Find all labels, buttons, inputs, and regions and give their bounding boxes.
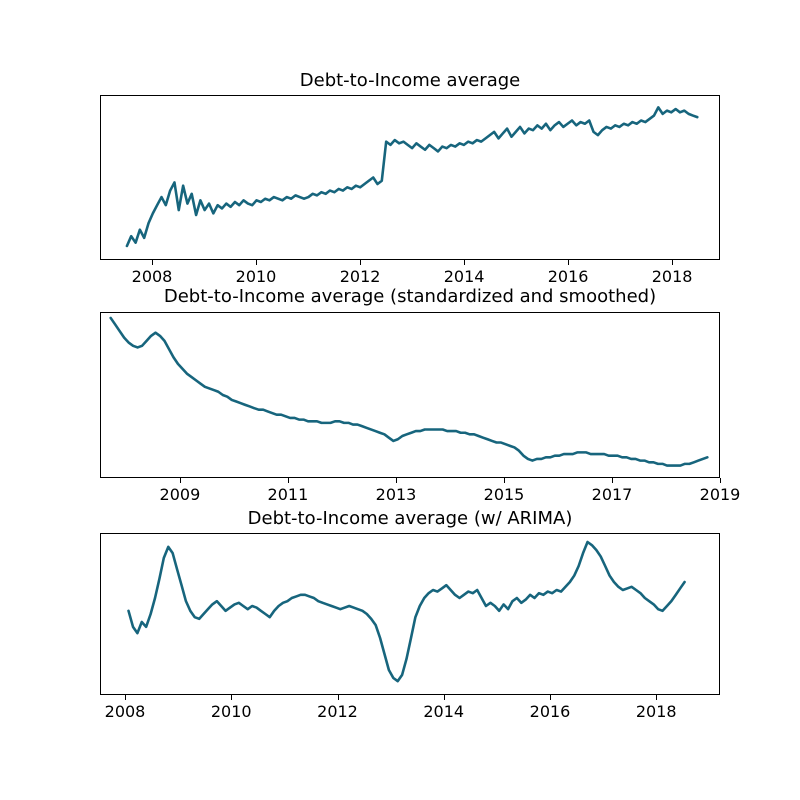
x-tick-mark [656,695,658,700]
x-tick-mark [152,260,153,265]
x-axis-dti-standardized-smoothed: 2009 2011 2013 2015 2017 2019 [100,478,740,508]
x-tick-label: 2014 [423,702,465,721]
x-tick-mark [396,478,397,483]
x-tick-mark [125,695,126,700]
x-tick-mark [504,478,505,483]
x-tick-label: 2014 [443,267,485,286]
x-tick-label: 2012 [317,702,358,721]
x-tick-mark [179,478,181,483]
axes-dti-arima [100,533,720,695]
chart-title-dti-average: Debt-to-Income average [299,70,521,91]
x-tick-mark [612,478,613,483]
x-tick-label: 2018 [651,267,693,286]
x-tick-mark [550,695,551,700]
x-tick-mark [443,695,445,700]
x-tick-mark [256,260,257,265]
x-tick-mark [464,260,466,265]
line-plot-dti-arima [127,540,686,683]
x-tick-mark [360,260,362,265]
x-tick-label: 2016 [529,702,571,721]
line-plot-dti-standardized-smoothed [109,316,709,467]
x-tick-label: 2013 [375,485,417,504]
x-tick-label: 2018 [635,702,677,721]
x-tick-mark [231,695,233,700]
data-line [127,540,686,683]
line-plot-dti-average [125,106,699,248]
axes-dti-standardized-smoothed [100,312,720,478]
x-tick-label: 2008 [131,267,173,286]
x-tick-label: 2009 [159,485,201,504]
x-axis-dti-arima: 2008 2010 2012 2014 2016 2018 [100,695,720,725]
chart-title-dti-standardized-smoothed: Debt-to-Income average (standardized and… [163,286,657,307]
x-tick-mark [568,260,570,265]
axes-dti-average [100,95,720,260]
x-tick-label: 2011 [267,485,309,504]
x-tick-mark [337,695,339,700]
x-tick-label: 2016 [547,267,589,286]
x-tick-mark [720,478,721,483]
x-tick-label: 2019 [699,485,741,504]
data-line [109,316,709,467]
x-tick-label: 2008 [104,702,146,721]
x-tick-label: 2017 [591,485,633,504]
x-axis-dti-average: 2008 2010 2012 2014 2016 2018 [100,260,720,290]
x-tick-label: 2010 [210,702,252,721]
x-tick-label: 2015 [483,485,525,504]
chart-title-dti-arima: Debt-to-Income average (w/ ARIMA) [247,508,573,529]
x-tick-mark [287,478,289,483]
data-line [125,106,699,248]
x-tick-mark [672,260,674,265]
x-tick-label: 2010 [235,267,277,286]
x-tick-label: 2012 [339,267,381,286]
